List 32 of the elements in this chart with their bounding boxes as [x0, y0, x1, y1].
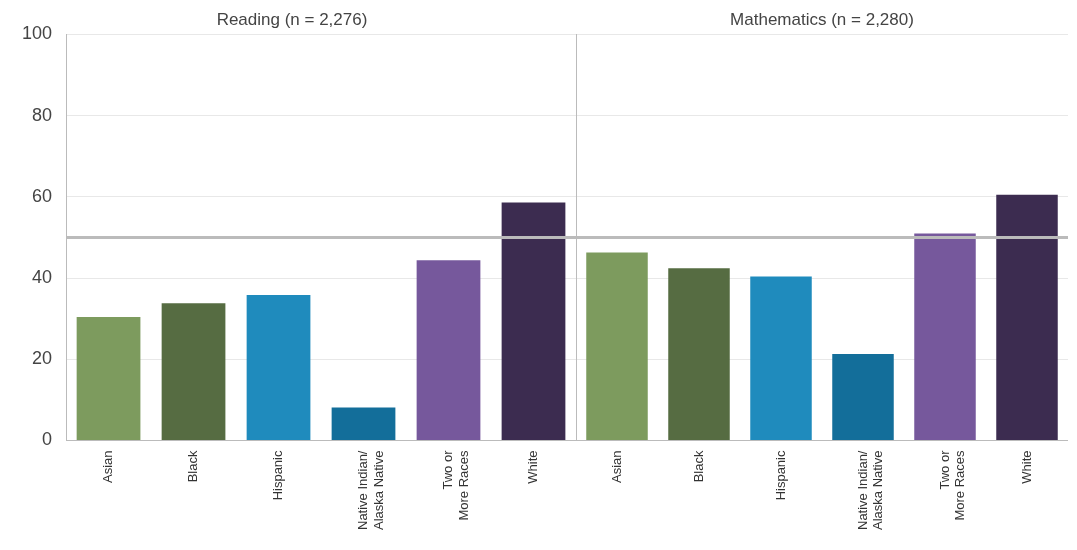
x-tick-label: Hispanic	[270, 450, 286, 501]
x-tick-label: Two or More Races	[936, 449, 968, 521]
x-tick-label: Hispanic	[772, 450, 788, 501]
x-tick-label: Black	[185, 450, 201, 483]
y-tick-label: 100	[21, 23, 53, 44]
bar	[501, 202, 566, 441]
y-tick-label: 80	[32, 104, 53, 125]
bar	[832, 354, 894, 441]
x-tick-label: Asian	[608, 450, 624, 484]
x-tick-label: Asian	[100, 450, 116, 484]
bar	[416, 260, 481, 441]
chart-title: Reading (n = 2,276)	[216, 9, 368, 29]
bar	[750, 276, 812, 441]
bar	[331, 407, 396, 441]
y-tick-label: 60	[32, 185, 53, 206]
bar	[586, 252, 648, 441]
bar	[668, 268, 730, 441]
x-tick-label: Native Indian/ Alaska Native	[854, 450, 886, 531]
bar	[76, 317, 141, 441]
x-tick-label: Black	[690, 450, 706, 483]
y-tick-label: 20	[32, 348, 53, 369]
y-tick-label: 40	[32, 267, 53, 288]
chart-title: Mathematics (n = 2,280)	[730, 9, 914, 29]
bar	[914, 233, 976, 441]
x-tick-label: Native Indian/ Alaska Native	[355, 450, 386, 531]
bar	[996, 194, 1058, 441]
x-tick-label: White	[525, 450, 541, 484]
y-tick-label: 0	[42, 429, 53, 450]
x-tick-label: Two or More Races	[440, 449, 471, 521]
x-tick-label: White	[1018, 450, 1034, 484]
bar	[246, 295, 311, 441]
bar	[161, 303, 226, 441]
